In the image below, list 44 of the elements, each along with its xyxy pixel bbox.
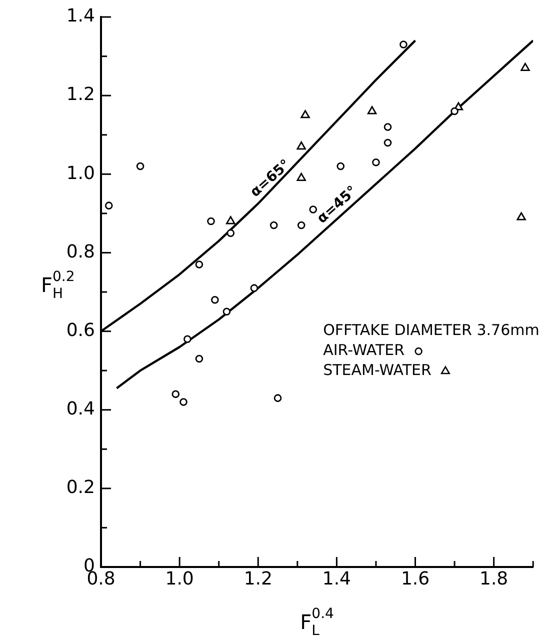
point [520, 62, 530, 72]
point [450, 107, 458, 116]
legend-label: STEAM-WATER [323, 361, 432, 380]
point [400, 40, 408, 48]
point [226, 216, 236, 224]
point [136, 162, 144, 170]
y-tick-label: 0.8 [66, 241, 95, 262]
point [195, 260, 204, 268]
point [211, 296, 219, 304]
point [296, 141, 306, 150]
point [297, 221, 306, 230]
point [372, 158, 380, 166]
x-tick-label: 1.4 [322, 568, 352, 590]
point [270, 221, 278, 230]
x-tick-label: 1.0 [165, 568, 194, 590]
point [226, 229, 235, 237]
y-tick-label: 1.2 [66, 84, 95, 106]
legend-title: OFFTAKE DIAMETER 3.76mm [323, 321, 539, 340]
point [104, 202, 113, 210]
point [250, 284, 258, 292]
point [172, 390, 180, 398]
point [180, 398, 188, 406]
y-tick-label: 0.4 [66, 398, 95, 420]
point [367, 106, 377, 114]
point [384, 138, 392, 147]
y-tick-label: 1.0 [66, 162, 95, 184]
x-tick-label: 1.6 [400, 568, 430, 590]
legend-label: AIR-WATER [323, 341, 405, 360]
point [384, 123, 392, 131]
y-tick-label: 0.2 [66, 477, 95, 498]
x-tick-label: 1.8 [480, 568, 508, 590]
point [184, 335, 192, 344]
y-tick-label: 0.6 [66, 320, 95, 341]
point [300, 110, 310, 118]
point [222, 308, 231, 316]
y-tick-label: 1.4 [66, 6, 95, 27]
point [274, 394, 282, 402]
x-tick-label: 1.2 [244, 568, 272, 590]
point [516, 212, 526, 220]
point [309, 206, 318, 214]
point [207, 217, 215, 226]
point [195, 354, 204, 363]
point [336, 162, 345, 170]
point [296, 172, 306, 182]
